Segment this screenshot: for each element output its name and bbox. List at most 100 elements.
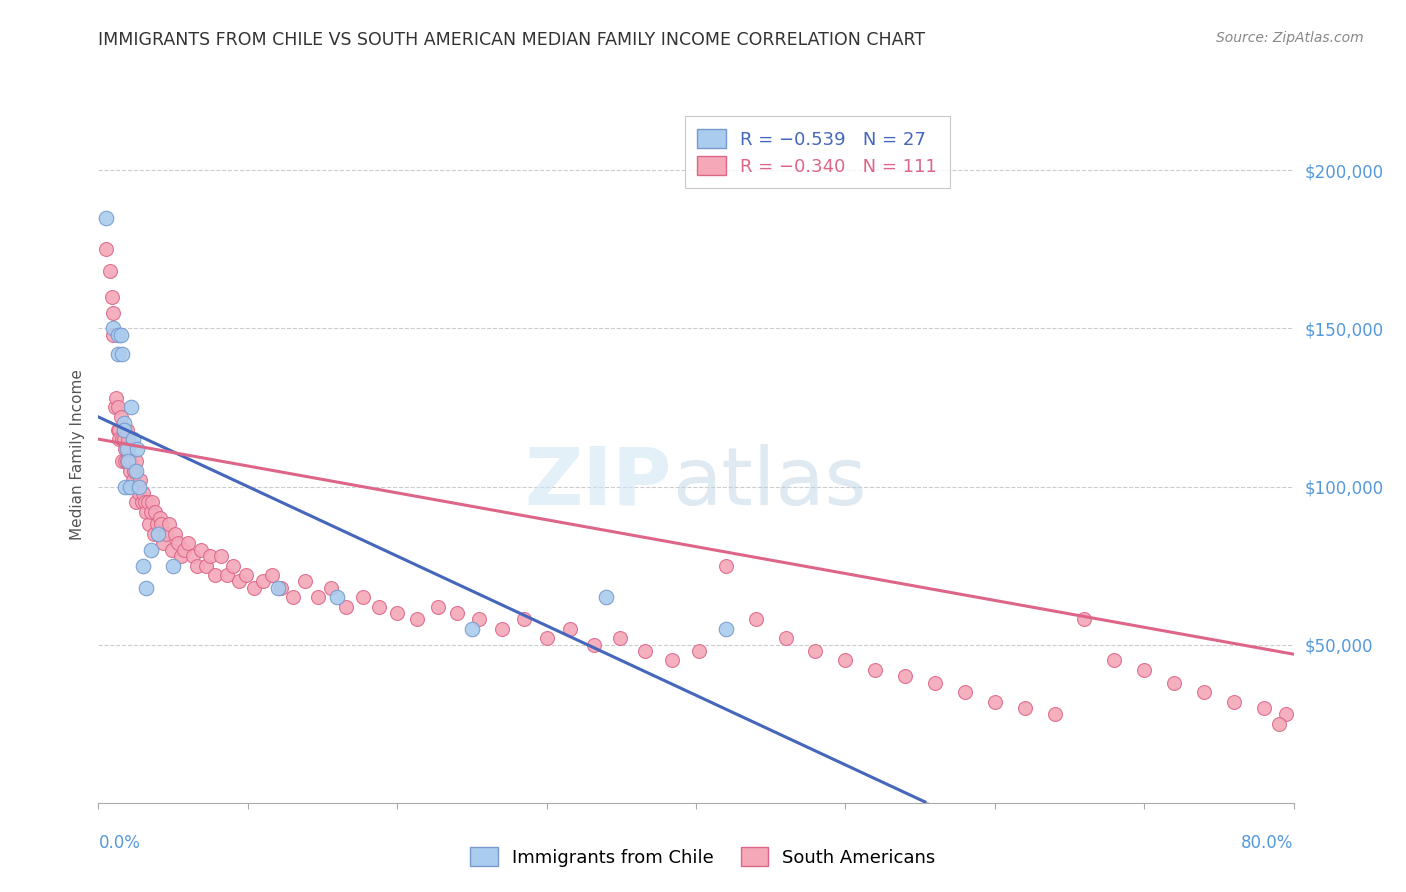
Point xyxy=(270,581,292,595)
Text: Source: ZipAtlas.com: Source: ZipAtlas.com xyxy=(1216,31,1364,45)
Point xyxy=(120,479,142,493)
Point xyxy=(128,486,150,500)
Point xyxy=(108,423,131,437)
Point xyxy=(595,591,617,605)
Point xyxy=(135,505,157,519)
Point xyxy=(134,495,156,509)
Point xyxy=(222,558,245,573)
Point xyxy=(491,622,513,636)
Point xyxy=(228,574,250,589)
Point xyxy=(120,454,142,468)
Point xyxy=(138,517,160,532)
Text: atlas: atlas xyxy=(672,443,866,522)
Point xyxy=(804,644,827,658)
Point xyxy=(108,432,131,446)
Point xyxy=(125,495,148,509)
Point xyxy=(688,644,710,658)
Point xyxy=(103,321,125,335)
Point xyxy=(984,695,1007,709)
Point xyxy=(127,479,149,493)
Point xyxy=(124,464,146,478)
Point xyxy=(204,568,226,582)
Point xyxy=(215,568,238,582)
Point xyxy=(1163,675,1185,690)
Legend: Immigrants from Chile, South Americans: Immigrants from Chile, South Americans xyxy=(463,840,943,874)
Point xyxy=(307,591,329,605)
Point xyxy=(107,423,129,437)
Point xyxy=(107,401,129,415)
Point xyxy=(125,464,148,478)
Point xyxy=(634,644,657,658)
Legend: R = −0.539   N = 27, R = −0.340   N = 111: R = −0.539 N = 27, R = −0.340 N = 111 xyxy=(685,116,950,188)
Point xyxy=(157,517,180,532)
Text: 0.0%: 0.0% xyxy=(98,834,141,852)
Point xyxy=(111,432,134,446)
Point xyxy=(335,599,357,614)
Point xyxy=(894,669,917,683)
Point xyxy=(148,527,170,541)
Point xyxy=(163,527,186,541)
Point xyxy=(1104,653,1126,667)
Point xyxy=(111,347,134,361)
Point xyxy=(141,495,163,509)
Point xyxy=(107,327,129,342)
Point xyxy=(94,211,117,225)
Point xyxy=(94,243,117,257)
Point xyxy=(468,612,491,626)
Point xyxy=(160,542,183,557)
Point xyxy=(953,685,976,699)
Point xyxy=(513,612,536,626)
Point xyxy=(1253,701,1275,715)
Text: ZIP: ZIP xyxy=(524,443,672,522)
Point xyxy=(560,622,582,636)
Point xyxy=(186,558,208,573)
Point xyxy=(132,486,155,500)
Point xyxy=(107,347,129,361)
Point xyxy=(745,612,768,626)
Point xyxy=(115,454,138,468)
Point xyxy=(775,632,797,646)
Point xyxy=(326,591,349,605)
Point xyxy=(129,473,152,487)
Text: IMMIGRANTS FROM CHILE VS SOUTH AMERICAN MEDIAN FAMILY INCOME CORRELATION CHART: IMMIGRANTS FROM CHILE VS SOUTH AMERICAN … xyxy=(98,31,925,49)
Point xyxy=(924,675,946,690)
Point xyxy=(281,591,304,605)
Point xyxy=(101,290,124,304)
Point xyxy=(114,454,136,468)
Point xyxy=(461,622,484,636)
Point xyxy=(111,454,134,468)
Point xyxy=(321,581,343,595)
Point xyxy=(139,505,162,519)
Point xyxy=(209,549,232,563)
Point xyxy=(583,638,606,652)
Point xyxy=(121,473,143,487)
Point xyxy=(114,442,136,456)
Point xyxy=(865,663,887,677)
Point xyxy=(149,511,172,525)
Point xyxy=(142,527,165,541)
Point xyxy=(1014,701,1036,715)
Point xyxy=(426,599,449,614)
Text: 80.0%: 80.0% xyxy=(1241,834,1294,852)
Point xyxy=(100,264,122,278)
Point xyxy=(110,409,132,424)
Point xyxy=(1275,707,1298,722)
Point xyxy=(131,495,153,509)
Point xyxy=(132,558,155,573)
Point xyxy=(260,568,283,582)
Point xyxy=(145,517,167,532)
Point xyxy=(181,549,204,563)
Point xyxy=(200,549,222,563)
Point xyxy=(143,505,166,519)
Point xyxy=(115,423,138,437)
Point xyxy=(243,581,266,595)
Point xyxy=(1192,685,1215,699)
Point xyxy=(267,581,290,595)
Point xyxy=(117,454,139,468)
Point xyxy=(166,536,188,550)
Point xyxy=(609,632,631,646)
Point xyxy=(1133,663,1156,677)
Point xyxy=(446,606,468,620)
Point xyxy=(235,568,257,582)
Point xyxy=(834,653,856,667)
